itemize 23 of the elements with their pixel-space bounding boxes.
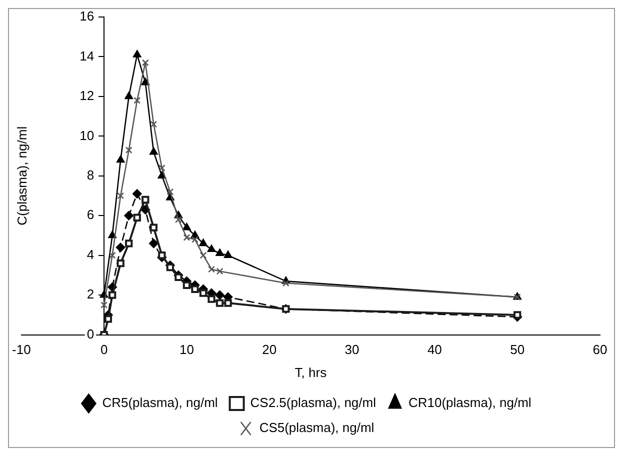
x-tick-label: 60 xyxy=(592,342,608,358)
y-tick-label: 0 xyxy=(86,326,94,342)
x-tick-label: 50 xyxy=(510,342,525,358)
y-tick-label: 16 xyxy=(80,8,94,24)
x-axis-title: T, hrs xyxy=(294,364,328,380)
x-tick-label: 40 xyxy=(427,342,442,358)
y-tick-label: 6 xyxy=(86,207,94,222)
x-tick-label: -10 xyxy=(12,342,31,358)
x-tick-label: 0 xyxy=(100,342,108,358)
y-tick-label: 14 xyxy=(80,48,94,64)
legend-label: CS5(plasma), ng/ml xyxy=(259,420,374,436)
legend-label: CR5(plasma), ng/ml xyxy=(102,395,218,410)
x-tick-label: 20 xyxy=(262,342,277,358)
y-axis-title: C(plasma), ng/ml xyxy=(14,126,30,226)
y-tick-label: 4 xyxy=(86,246,94,262)
legend-label: CR10(plasma), ng/ml xyxy=(408,395,532,410)
y-tick-label: 12 xyxy=(80,88,94,104)
x-tick-label: 30 xyxy=(344,342,360,358)
legend-label: CS2.5(plasma), ng/ml xyxy=(250,395,376,410)
y-tick-label: 8 xyxy=(86,167,94,182)
y-tick-label: 2 xyxy=(86,286,94,302)
x-tick-label: 10 xyxy=(179,342,194,358)
y-tick-label: 10 xyxy=(80,128,94,143)
